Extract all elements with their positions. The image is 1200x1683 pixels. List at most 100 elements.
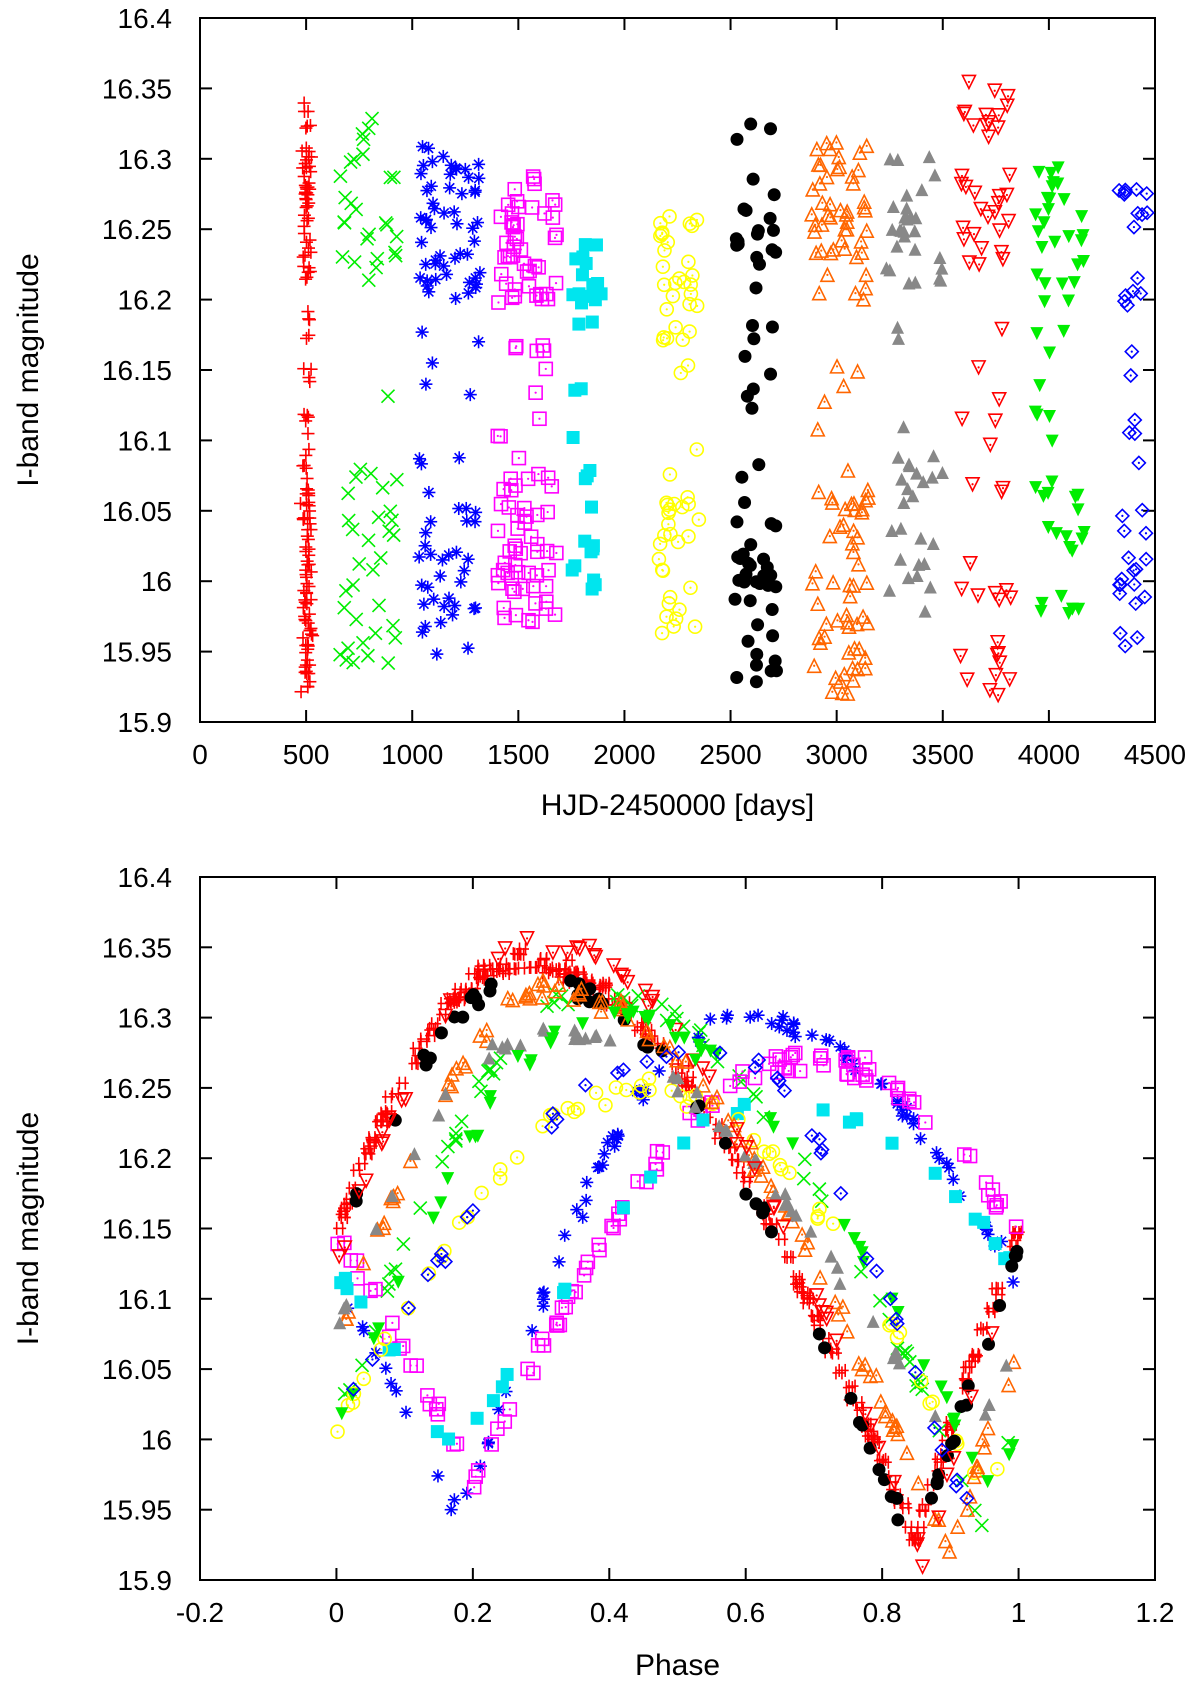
data-point xyxy=(828,134,845,150)
data-point xyxy=(992,1281,1006,1295)
data-point xyxy=(744,117,758,131)
data-point xyxy=(877,1402,894,1419)
data-point xyxy=(884,1412,901,1428)
data-point xyxy=(1030,327,1044,341)
data-point xyxy=(677,1031,691,1045)
x-tick-label: 3000 xyxy=(806,739,868,770)
data-point xyxy=(792,1273,806,1287)
data-point xyxy=(956,232,972,248)
data-point xyxy=(810,483,827,500)
data-point xyxy=(440,1075,457,1092)
data-point xyxy=(959,1490,975,1507)
data-point xyxy=(960,1398,974,1412)
data-point xyxy=(837,220,853,237)
data-point xyxy=(507,288,523,304)
data-point xyxy=(558,1299,574,1315)
data-point xyxy=(813,1048,829,1064)
data-point xyxy=(766,223,780,237)
data-point xyxy=(1006,1275,1020,1289)
data-point xyxy=(300,498,314,512)
y-tick-label: 16.3 xyxy=(118,1003,173,1034)
data-point xyxy=(735,1064,750,1079)
data-point xyxy=(949,1190,963,1204)
data-point xyxy=(335,249,350,264)
data-point xyxy=(987,585,1004,602)
data-point xyxy=(387,245,403,260)
data-point xyxy=(1040,191,1054,205)
data-point xyxy=(809,140,825,157)
data-point xyxy=(549,1111,565,1127)
data-point xyxy=(478,1032,495,1049)
data-point xyxy=(709,1088,725,1105)
data-point xyxy=(538,361,554,377)
data-point xyxy=(361,533,376,548)
data-point xyxy=(910,1372,925,1387)
data-point xyxy=(691,512,707,527)
data-point xyxy=(333,1221,347,1235)
data-point xyxy=(1139,185,1155,202)
data-point xyxy=(1002,1448,1016,1462)
data-point xyxy=(1035,241,1049,255)
data-point xyxy=(509,1150,525,1165)
data-point xyxy=(891,1306,905,1320)
ticks-top xyxy=(199,17,1156,723)
data-point xyxy=(946,1172,960,1186)
data-point xyxy=(807,562,824,579)
series-season-8 xyxy=(338,972,1022,1559)
data-point xyxy=(901,482,915,496)
data-point xyxy=(428,1401,444,1417)
data-point xyxy=(369,1222,383,1236)
data-point xyxy=(1034,604,1048,618)
data-point xyxy=(891,450,905,464)
panel-bottom-phased: -0.2 0 0.2 0.4 0.6 0.8 1 1.2 15.9 15.95 16 16.05 16.… xyxy=(12,862,1174,1682)
data-point xyxy=(576,250,590,264)
data-point xyxy=(794,1226,810,1242)
data-point xyxy=(597,1147,611,1161)
data-point xyxy=(331,1249,347,1265)
data-point xyxy=(1041,486,1055,500)
data-point xyxy=(814,216,830,232)
data-point xyxy=(946,1451,962,1467)
data-point xyxy=(881,1075,897,1091)
data-point xyxy=(720,1123,734,1137)
data-point xyxy=(764,367,778,381)
data-point xyxy=(340,641,356,656)
data-point xyxy=(297,208,311,222)
data-point xyxy=(1062,230,1076,244)
data-point xyxy=(976,1439,993,1455)
data-point xyxy=(967,1503,982,1518)
data-point xyxy=(365,562,381,577)
data-point xyxy=(925,470,939,484)
data-point xyxy=(437,206,451,220)
data-point xyxy=(608,1080,624,1095)
data-point xyxy=(447,205,461,219)
data-point xyxy=(430,1407,446,1422)
data-point xyxy=(413,1200,428,1216)
data-point xyxy=(729,1122,745,1138)
data-point xyxy=(389,229,404,244)
data-point xyxy=(654,625,670,641)
data-point xyxy=(1010,1244,1024,1258)
data-point xyxy=(462,275,476,289)
data-point xyxy=(300,199,314,213)
data-point xyxy=(762,1146,777,1162)
series-season-11 xyxy=(335,1005,1020,1489)
data-point xyxy=(1114,508,1131,524)
data-point xyxy=(914,1520,928,1534)
data-point xyxy=(767,188,781,202)
data-point xyxy=(299,544,313,558)
data-point xyxy=(493,429,508,444)
data-point xyxy=(436,149,450,163)
data-point xyxy=(582,995,596,1009)
data-point xyxy=(666,1069,680,1083)
x-tick-label: 2000 xyxy=(593,739,655,770)
data-point xyxy=(845,175,862,191)
data-point xyxy=(304,362,318,376)
data-point xyxy=(657,243,672,258)
data-point xyxy=(769,1187,783,1201)
data-point xyxy=(819,266,836,283)
data-point xyxy=(302,499,316,513)
data-point xyxy=(497,610,512,626)
data-point xyxy=(969,1458,986,1475)
data-point xyxy=(812,175,828,191)
